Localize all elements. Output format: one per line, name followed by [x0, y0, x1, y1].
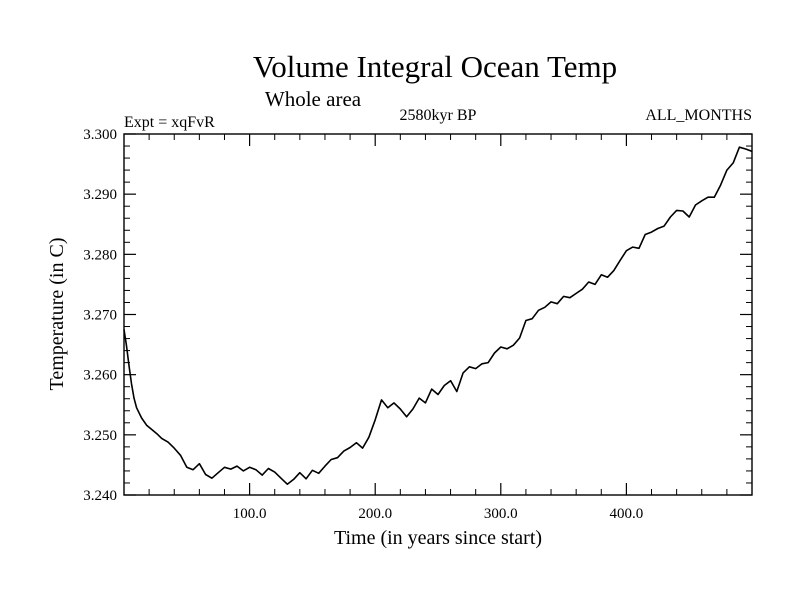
y-tick-label: 3.300 — [83, 127, 117, 143]
x-tick-label: 200.0 — [358, 506, 392, 522]
y-tick-label: 3.260 — [83, 368, 117, 384]
y-tick-label: 3.250 — [83, 428, 117, 444]
months-label: ALL_MONTHS — [645, 107, 752, 124]
x-axis-label: Time (in years since start) — [334, 527, 542, 549]
temperature-series-line — [123, 146, 753, 486]
plot-frame — [123, 133, 753, 496]
y-tick-label: 3.240 — [83, 488, 117, 504]
y-tick-label: 3.290 — [83, 187, 117, 203]
chart-subtitle: Whole area — [265, 87, 362, 111]
experiment-label: Expt = xqFvR — [124, 114, 215, 131]
x-tick-label: 300.0 — [484, 506, 518, 522]
y-axis-label: Temperature (in C) — [46, 238, 68, 391]
x-tick-label: 400.0 — [610, 506, 644, 522]
x-tick-label: 100.0 — [233, 506, 267, 522]
chart-title: Volume Integral Ocean Temp — [253, 49, 617, 84]
y-tick-label: 3.270 — [83, 308, 117, 324]
y-tick-label: 3.280 — [83, 247, 117, 263]
period-label: 2580kyr BP — [400, 107, 477, 124]
